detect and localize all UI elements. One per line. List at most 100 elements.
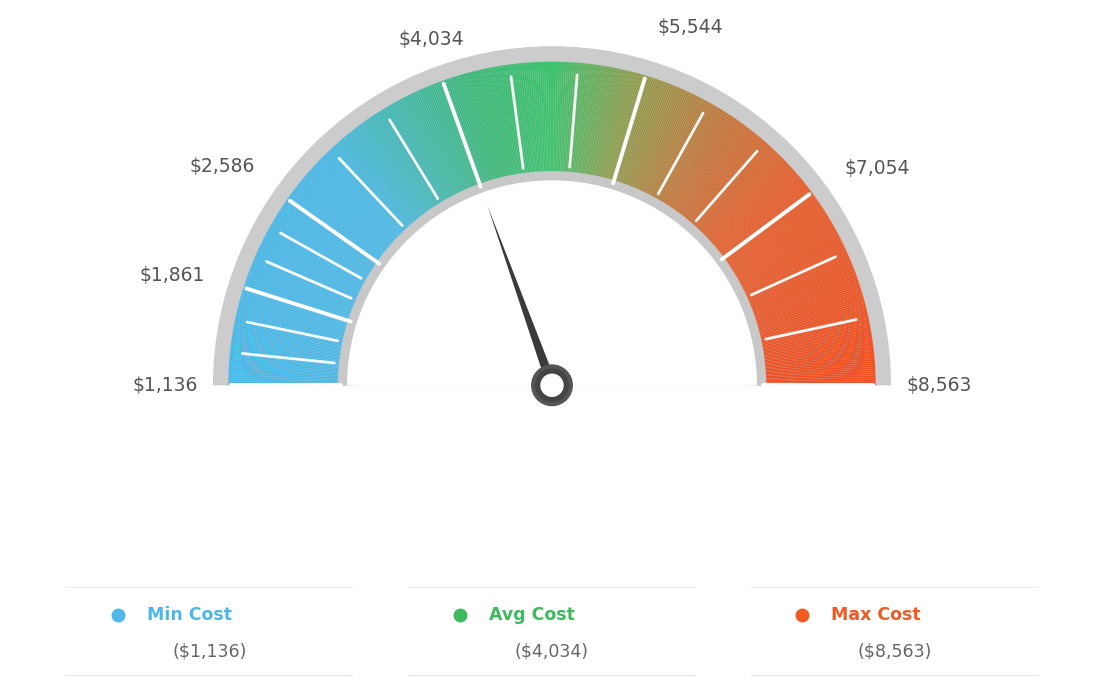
Wedge shape	[382, 109, 445, 210]
Wedge shape	[598, 70, 627, 184]
Wedge shape	[231, 345, 347, 361]
Wedge shape	[617, 78, 656, 190]
Wedge shape	[301, 179, 393, 255]
Wedge shape	[734, 233, 839, 289]
Wedge shape	[573, 63, 586, 180]
Wedge shape	[438, 81, 481, 192]
Wedge shape	[520, 63, 532, 180]
Wedge shape	[696, 152, 778, 237]
Wedge shape	[736, 238, 841, 293]
Wedge shape	[556, 61, 560, 179]
Wedge shape	[570, 63, 583, 179]
Wedge shape	[647, 98, 702, 202]
Wedge shape	[677, 127, 749, 221]
Wedge shape	[636, 90, 686, 197]
Wedge shape	[437, 82, 479, 193]
Wedge shape	[285, 201, 382, 269]
Wedge shape	[709, 175, 799, 252]
Wedge shape	[608, 74, 643, 187]
Wedge shape	[393, 103, 452, 206]
Wedge shape	[296, 186, 390, 259]
Wedge shape	[305, 175, 395, 252]
Wedge shape	[649, 100, 707, 204]
Wedge shape	[689, 143, 767, 231]
Wedge shape	[754, 315, 868, 342]
Wedge shape	[560, 62, 566, 179]
Wedge shape	[731, 224, 834, 284]
Wedge shape	[665, 115, 731, 213]
Wedge shape	[535, 62, 543, 179]
Wedge shape	[257, 249, 364, 299]
Wedge shape	[698, 157, 783, 240]
Wedge shape	[229, 363, 346, 373]
Wedge shape	[699, 158, 784, 241]
Wedge shape	[316, 162, 402, 244]
Wedge shape	[338, 171, 766, 385]
Text: $4,034: $4,034	[399, 30, 464, 49]
Wedge shape	[367, 119, 435, 216]
Wedge shape	[601, 71, 630, 185]
Wedge shape	[758, 381, 875, 384]
Wedge shape	[214, 48, 890, 385]
Wedge shape	[532, 62, 540, 179]
Wedge shape	[256, 251, 364, 301]
Wedge shape	[487, 68, 512, 183]
Wedge shape	[742, 259, 850, 306]
Wedge shape	[581, 65, 598, 181]
Wedge shape	[587, 66, 608, 182]
Wedge shape	[655, 105, 715, 207]
Wedge shape	[747, 279, 859, 319]
Wedge shape	[379, 111, 443, 211]
Wedge shape	[755, 323, 870, 346]
Wedge shape	[651, 101, 710, 205]
Wedge shape	[735, 237, 840, 292]
Wedge shape	[561, 62, 569, 179]
Wedge shape	[408, 95, 461, 200]
Wedge shape	[623, 81, 666, 192]
Wedge shape	[721, 198, 817, 267]
Wedge shape	[707, 171, 796, 250]
Wedge shape	[606, 73, 638, 186]
Wedge shape	[458, 75, 493, 188]
Wedge shape	[652, 103, 711, 206]
Wedge shape	[751, 299, 864, 331]
Wedge shape	[440, 81, 482, 191]
Wedge shape	[253, 261, 361, 307]
Wedge shape	[751, 297, 864, 330]
Wedge shape	[244, 285, 355, 323]
Wedge shape	[697, 154, 779, 238]
Wedge shape	[708, 172, 797, 250]
Wedge shape	[756, 333, 872, 353]
Wedge shape	[373, 115, 439, 213]
Wedge shape	[346, 179, 758, 385]
Wedge shape	[749, 284, 860, 322]
Polygon shape	[487, 206, 559, 403]
Wedge shape	[501, 66, 521, 181]
Wedge shape	[757, 345, 873, 361]
Wedge shape	[751, 295, 863, 329]
Wedge shape	[757, 347, 873, 362]
Wedge shape	[750, 289, 861, 325]
Wedge shape	[599, 70, 628, 185]
Wedge shape	[308, 171, 397, 250]
Wedge shape	[431, 84, 476, 194]
Wedge shape	[723, 205, 822, 271]
Text: Max Cost: Max Cost	[831, 607, 921, 624]
Wedge shape	[634, 88, 682, 196]
Wedge shape	[712, 181, 804, 256]
Wedge shape	[446, 79, 486, 190]
Wedge shape	[590, 67, 613, 182]
Wedge shape	[511, 64, 528, 180]
Text: ($1,136): ($1,136)	[172, 642, 247, 660]
Wedge shape	[337, 143, 415, 231]
Wedge shape	[754, 319, 869, 344]
Wedge shape	[229, 365, 346, 373]
Wedge shape	[268, 228, 372, 286]
Wedge shape	[474, 71, 503, 185]
Wedge shape	[304, 176, 394, 253]
Wedge shape	[757, 348, 873, 363]
Wedge shape	[690, 144, 769, 232]
Wedge shape	[240, 301, 352, 333]
Wedge shape	[309, 170, 397, 248]
Wedge shape	[233, 331, 349, 352]
